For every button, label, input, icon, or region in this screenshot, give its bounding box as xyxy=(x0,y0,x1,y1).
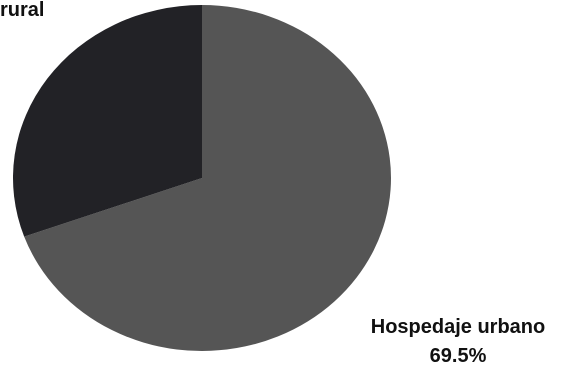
pie-slices xyxy=(12,4,391,351)
pie-slice-hospedaje-urbano xyxy=(24,5,391,351)
slice-value-hospedaje-urbano: 69.5% xyxy=(430,345,487,367)
pie-labels: rural Hospedaje urbano 69.5% xyxy=(0,0,545,367)
slice-label-rural: rural xyxy=(0,0,44,21)
slice-label-hospedaje-urbano: Hospedaje urbano xyxy=(371,316,545,338)
pie-slice-rural xyxy=(12,4,202,237)
